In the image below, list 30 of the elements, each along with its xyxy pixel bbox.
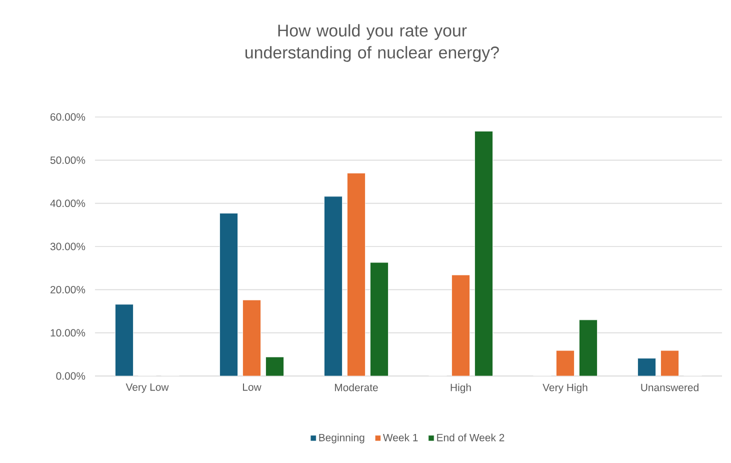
- x-tick-label: Moderate: [335, 384, 378, 392]
- y-tick-label: 30.00%: [50, 242, 86, 250]
- x-tick-label: Unanswered: [641, 384, 698, 392]
- bar: [579, 320, 598, 376]
- bar: [242, 300, 261, 376]
- x-tick-label: Very Low: [126, 384, 169, 393]
- bar: [452, 274, 470, 376]
- legend-label: End of Week 2: [437, 434, 504, 442]
- x-tick-label: Very High: [542, 384, 588, 394]
- bar: [115, 304, 134, 376]
- bar: [266, 356, 284, 376]
- bar: [324, 196, 342, 376]
- chart-title: How would you rate your understanding of nuclear energy?: [246, 24, 499, 62]
- bar: [220, 213, 238, 376]
- y-tick-label: 20.00%: [50, 286, 86, 294]
- bar: [347, 172, 366, 376]
- legend-label: Beginning: [319, 434, 364, 444]
- bar: [638, 358, 656, 376]
- y-tick-label: 40.00%: [50, 200, 86, 208]
- y-tick-label: 60.00%: [50, 113, 86, 121]
- y-tick-label: 10.00%: [50, 329, 86, 337]
- bar: [370, 262, 388, 376]
- x-tick-label: Low: [243, 384, 262, 391]
- y-tick-label: 0.00%: [56, 372, 86, 380]
- bar: [556, 350, 574, 376]
- legend-label: Week 1: [382, 434, 418, 442]
- bar: [474, 131, 493, 376]
- bar: [660, 350, 679, 376]
- y-tick-label: 50.00%: [50, 156, 86, 164]
- x-tick-label: High: [450, 384, 471, 394]
